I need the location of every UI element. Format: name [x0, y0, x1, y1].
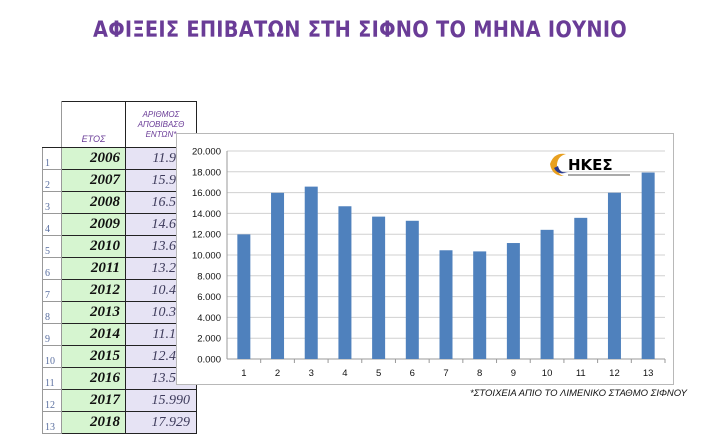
header-index-cell — [42, 101, 62, 148]
bar — [574, 217, 588, 359]
x-tick-label: 3 — [309, 368, 314, 379]
row-year: 2007 — [61, 169, 126, 192]
bar — [237, 234, 251, 359]
table-row: 2 2007 15.981 — [42, 169, 197, 192]
header-value: ΑΡΙΘΜΟΣ ΑΠΟΒΙΒΑΣΘ ΕΝΤΩΝ* — [125, 101, 197, 148]
row-index: 13 — [42, 411, 62, 434]
x-tick-label: 8 — [477, 368, 482, 379]
row-index: 7 — [42, 279, 62, 302]
footnote: *ΣΤΟΙΧΕΙΑ ΑΠΙΟ ΤΟ ΛΙΜΕΝΙΚΟ ΣΤΑΘΜΟ ΣΙΦΝΟΥ — [470, 388, 687, 399]
y-tick-label: 12.000 — [192, 230, 221, 241]
table-row: 1 2006 11.983 — [42, 147, 197, 170]
header-value-line-3: ΕΝΤΩΝ* — [145, 129, 177, 139]
bar — [372, 216, 386, 359]
x-tick-label: 4 — [342, 368, 347, 379]
table-row: 12 2017 15.990 — [42, 389, 197, 412]
row-index: 4 — [42, 213, 62, 236]
row-index: 5 — [42, 235, 62, 258]
table-row: 3 2008 16.575 — [42, 191, 197, 214]
bar — [473, 251, 487, 359]
y-tick-label: 10.000 — [192, 251, 221, 262]
x-tick-label: 1 — [241, 368, 246, 379]
row-index: 12 — [42, 389, 62, 412]
x-tick-label: 12 — [609, 368, 620, 379]
table-row: 8 2013 10.346 — [42, 301, 197, 324]
row-year: 2015 — [61, 345, 126, 368]
bar — [540, 229, 554, 359]
logo-mark-icon: ΗΚΕΣ — [550, 153, 630, 176]
bar — [304, 186, 318, 359]
logo: ΗΚΕΣ — [548, 150, 632, 180]
bar — [439, 250, 453, 359]
y-tick-label: 8.000 — [197, 271, 221, 282]
x-tick-label: 13 — [643, 368, 654, 379]
x-tick-label: 11 — [576, 368, 586, 379]
row-index: 1 — [42, 147, 62, 170]
row-value: 17.929 — [125, 411, 197, 434]
table-row: 6 2011 13.290 — [42, 257, 197, 280]
table-row: 4 2009 14.687 — [42, 213, 197, 236]
x-tick-label: 6 — [410, 368, 415, 379]
y-tick-label: 4.000 — [197, 313, 221, 324]
y-tick-label: 0.000 — [197, 355, 221, 366]
row-year: 2009 — [61, 213, 126, 236]
y-tick-label: 14.000 — [192, 209, 221, 220]
table-row: 13 2018 17.929 — [42, 411, 197, 434]
bar — [641, 172, 655, 359]
bar — [607, 192, 621, 359]
chart-frame: 0.000 2.000 4.000 6.000 8.000 10.000 12.000 14.… — [176, 133, 674, 385]
bar — [506, 243, 520, 359]
row-index: 10 — [42, 345, 62, 368]
header-year: ΕΤΟΣ — [61, 101, 126, 148]
row-year: 2010 — [61, 235, 126, 258]
table-row: 11 2016 13.573 — [42, 367, 197, 390]
bar — [338, 206, 352, 359]
y-tick-label: 2.000 — [197, 334, 221, 345]
row-index: 11 — [42, 367, 62, 390]
row-value: 15.990 — [125, 389, 197, 412]
data-table: ΕΤΟΣ ΑΡΙΘΜΟΣ ΑΠΟΒΙΒΑΣΘ ΕΝΤΩΝ* 1 2006 11.98… — [42, 101, 197, 434]
table-row: 5 2010 13.690 — [42, 235, 197, 258]
row-year: 2017 — [61, 389, 126, 412]
logo-text: ΗΚΕΣ — [568, 156, 613, 174]
bar — [271, 192, 285, 359]
row-index: 9 — [42, 323, 62, 346]
row-year: 2008 — [61, 191, 126, 214]
y-tick-label: 6.000 — [197, 292, 221, 303]
row-year: 2012 — [61, 279, 126, 302]
header-value-line-1: ΑΡΙΘΜΟΣ — [142, 109, 180, 119]
row-index: 8 — [42, 301, 62, 324]
x-tick-label: 10 — [542, 368, 553, 379]
row-year: 2014 — [61, 323, 126, 346]
y-tick-label: 16.000 — [192, 188, 221, 199]
table-row: 10 2015 12.420 — [42, 345, 197, 368]
row-year: 2006 — [61, 147, 126, 170]
x-tick-label: 2 — [275, 368, 280, 379]
row-year: 2016 — [61, 367, 126, 390]
row-year: 2011 — [61, 257, 126, 280]
row-year: 2013 — [61, 301, 126, 324]
row-index: 2 — [42, 169, 62, 192]
table-row: 9 2014 11.151 — [42, 323, 197, 346]
table-row: 7 2012 10.455 — [42, 279, 197, 302]
x-tick-label: 5 — [376, 368, 381, 379]
page-title: ΑΦΙΞΕΙΣ ΕΠΙΒΑΤΩΝ ΣΤΗ ΣΙΦΝΟ ΤΟ ΜΗΝΑ ΙΟΥΝΙ… — [92, 18, 628, 43]
row-year: 2018 — [61, 411, 126, 434]
y-tick-label: 20.000 — [192, 147, 221, 158]
header-value-line-2: ΑΠΟΒΙΒΑΣΘ — [137, 119, 185, 129]
row-index: 3 — [42, 191, 62, 214]
y-tick-label: 18.000 — [192, 167, 221, 178]
bar-chart: 0.000 2.000 4.000 6.000 8.000 10.000 12.000 14.… — [192, 147, 666, 379]
table-header-row: ΕΤΟΣ ΑΡΙΘΜΟΣ ΑΠΟΒΙΒΑΣΘ ΕΝΤΩΝ* — [42, 101, 197, 148]
bar — [405, 220, 419, 359]
row-index: 6 — [42, 257, 62, 280]
x-tick-label: 9 — [511, 368, 516, 379]
x-tick-label: 7 — [443, 368, 448, 379]
